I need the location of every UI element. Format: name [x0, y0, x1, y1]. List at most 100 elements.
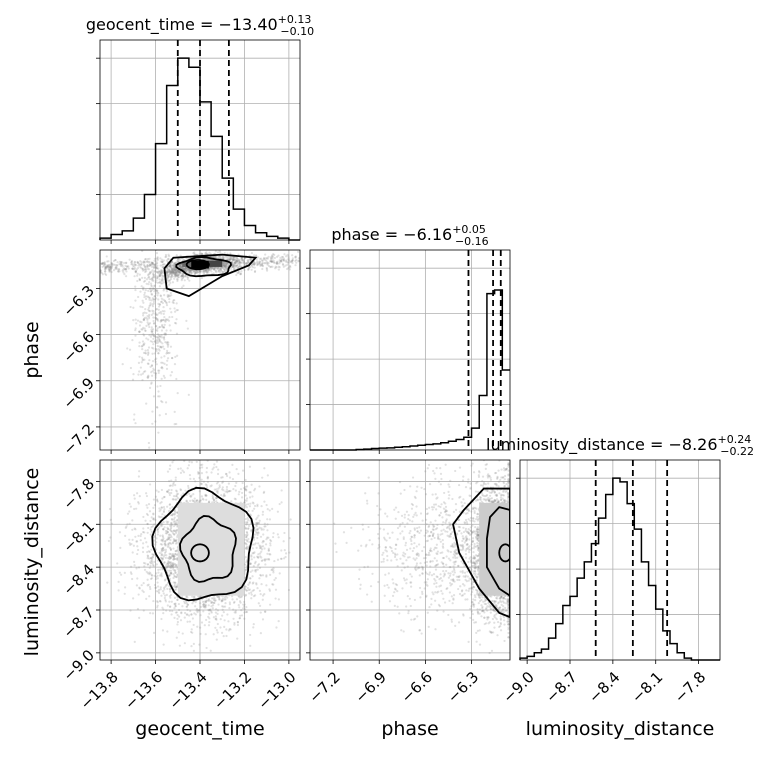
sample-point [260, 528, 263, 531]
sample-point [169, 528, 172, 532]
sample-point [147, 441, 150, 445]
sample-point [188, 269, 191, 272]
sample-point [183, 267, 186, 270]
sample-point [236, 260, 239, 263]
sample-point [242, 603, 245, 606]
sample-point [183, 279, 186, 282]
sample-point [149, 287, 152, 290]
sample-point [154, 372, 158, 375]
sample-point [139, 259, 142, 263]
sample-point [174, 498, 177, 501]
sample-point [258, 544, 261, 547]
sample-point [157, 351, 160, 355]
sample-point [240, 261, 243, 264]
sample-point [236, 259, 239, 263]
sample-point [214, 615, 217, 618]
sample-point [186, 277, 189, 281]
sample-point [261, 594, 265, 597]
sample-point [239, 273, 242, 276]
sample-point [151, 262, 154, 265]
sample-point [249, 265, 252, 269]
sample-point [168, 268, 171, 271]
sample-point [161, 266, 164, 269]
sample-point [159, 310, 162, 314]
sample-point [150, 525, 153, 529]
sample-point [171, 268, 174, 271]
sample-point [287, 259, 291, 262]
sample-point [176, 549, 179, 552]
sample-point [158, 281, 161, 284]
sample-point [166, 562, 169, 565]
sample-point [265, 584, 268, 587]
sample-point [173, 583, 176, 587]
sample-point [281, 255, 285, 259]
sample-point [118, 260, 122, 263]
sample-point [167, 275, 170, 278]
sample-point [267, 549, 270, 552]
sample-point [201, 252, 204, 256]
sample-point [133, 275, 136, 278]
sample-point [256, 568, 259, 571]
sample-point [189, 495, 193, 498]
sample-point [255, 532, 258, 535]
sample-point [128, 522, 131, 525]
sample-point [173, 272, 176, 275]
sample-point [263, 522, 266, 525]
sample-point [177, 615, 181, 618]
sample-point [275, 262, 278, 265]
sample-point [269, 260, 272, 263]
sample-point [153, 288, 156, 291]
sample-point [223, 265, 227, 268]
sample-point [203, 271, 206, 274]
sample-point [251, 552, 254, 555]
sample-point [172, 265, 176, 268]
sample-point [219, 267, 222, 271]
sample-point [155, 289, 159, 293]
sample-point [219, 251, 222, 254]
sample-point [167, 295, 170, 298]
sample-point [151, 612, 155, 615]
sample-point [148, 298, 151, 301]
sample-point [168, 264, 172, 267]
sample-point [177, 608, 181, 612]
sample-point [238, 606, 241, 609]
sample-point [291, 259, 294, 262]
sample-point [173, 275, 176, 278]
sample-point [101, 261, 104, 265]
sample-point [139, 290, 142, 293]
sample-point [277, 265, 280, 268]
sample-point [161, 567, 164, 570]
sample-point [286, 263, 289, 266]
sample-point [231, 264, 235, 267]
sample-point [167, 257, 170, 260]
sample-point [155, 297, 158, 300]
sample-point [135, 507, 138, 510]
sample-point [282, 557, 286, 560]
sample-point [110, 266, 114, 269]
sample-point [144, 257, 147, 261]
sample-point [168, 492, 171, 495]
sample-point [142, 609, 145, 612]
sample-point [216, 251, 220, 254]
sample-point [241, 436, 243, 438]
sample-point [172, 581, 175, 584]
sample-point [150, 265, 154, 269]
sample-point [106, 265, 109, 268]
sample-point [154, 420, 157, 423]
sample-point [181, 272, 184, 275]
sample-point [153, 290, 156, 293]
sample-point [231, 463, 234, 466]
sample-point [178, 264, 181, 267]
sample-point [199, 632, 202, 636]
sample-point [173, 575, 176, 578]
sample-point [164, 585, 167, 588]
sample-point [151, 352, 154, 355]
sample-point [108, 270, 111, 273]
sample-point [153, 504, 157, 507]
sample-point [247, 268, 250, 271]
sample-point [188, 270, 191, 273]
sample-point [174, 484, 177, 487]
sample-point [172, 547, 175, 550]
sample-point [103, 262, 106, 266]
sample-point [174, 322, 178, 325]
